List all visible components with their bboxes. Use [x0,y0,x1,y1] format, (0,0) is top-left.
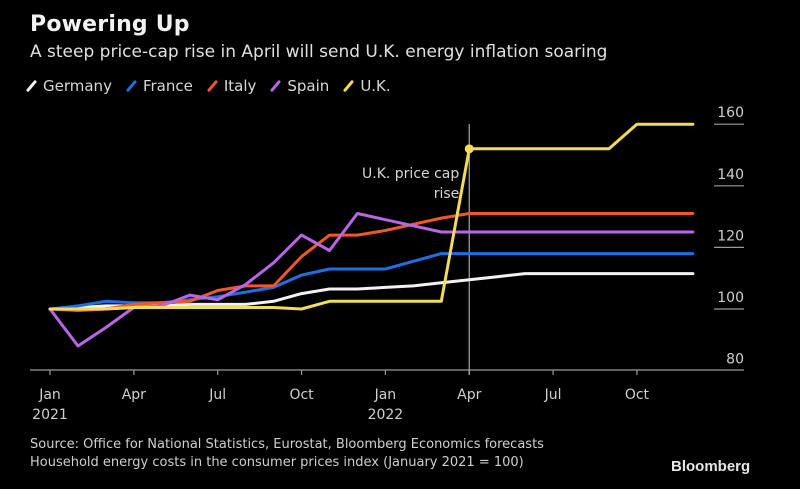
legend-item-italy: Italy [206,77,257,95]
series-line-uk [48,122,695,311]
x-tick-label: Jul [208,387,226,403]
legend-label: Italy [223,77,257,95]
bloomberg-logo: Bloomberg [671,458,751,475]
series-line-italy [48,212,695,312]
legend-item-germany: Germany [25,77,112,95]
source-note: Source: Office for National Statistics, … [30,437,544,452]
y-axis: 80 100 120 140 160 [714,105,744,368]
annotation-layer: U.K. price cap rise [362,124,470,375]
y-tick-label: 120 [717,228,744,244]
x-tick-label: Apr [122,387,146,403]
x-tick-label: Jan [374,387,397,403]
legend-label: Germany [43,77,112,95]
legend-item-france: France [125,77,193,95]
y-tick-label: 160 [717,105,744,121]
x-tick-year-label: 2022 [368,407,404,423]
y-tick-label: 100 [717,290,744,306]
x-tick-label: Jul [544,387,562,403]
legend: Germany France Italy Spain U.K. [25,77,391,95]
series-layer [48,122,695,348]
legend-label: France [142,77,193,95]
x-tick-label: Oct [625,387,650,403]
x-tick-year-label: 2021 [32,407,68,423]
legend-label: U.K. [360,77,391,95]
index-note: Household energy costs in the consumer p… [30,455,524,470]
x-axis: Jan 2021 Apr Jul Oct Jan 2022 Apr Jul Oct [30,369,744,423]
legend-item-spain: Spain [270,77,330,95]
annotation-marker-dot [464,144,474,154]
legend-item-uk: U.K. [343,77,391,95]
x-tick-label: Oct [289,387,314,403]
chart-subtitle: A steep price-cap rise in April will sen… [30,42,608,62]
marker-layer [464,144,474,154]
legend-label: Spain [287,77,330,95]
y-tick-label: 80 [726,352,744,368]
footer: Source: Office for National Statistics, … [30,436,544,472]
annotation-text: U.K. price cap [362,166,459,182]
x-tick-label: Jan [38,387,61,403]
annotation-text: rise [434,186,460,202]
x-tick-label: Apr [457,387,481,403]
y-tick-label: 140 [717,167,744,183]
chart-title: Powering Up [30,12,190,37]
